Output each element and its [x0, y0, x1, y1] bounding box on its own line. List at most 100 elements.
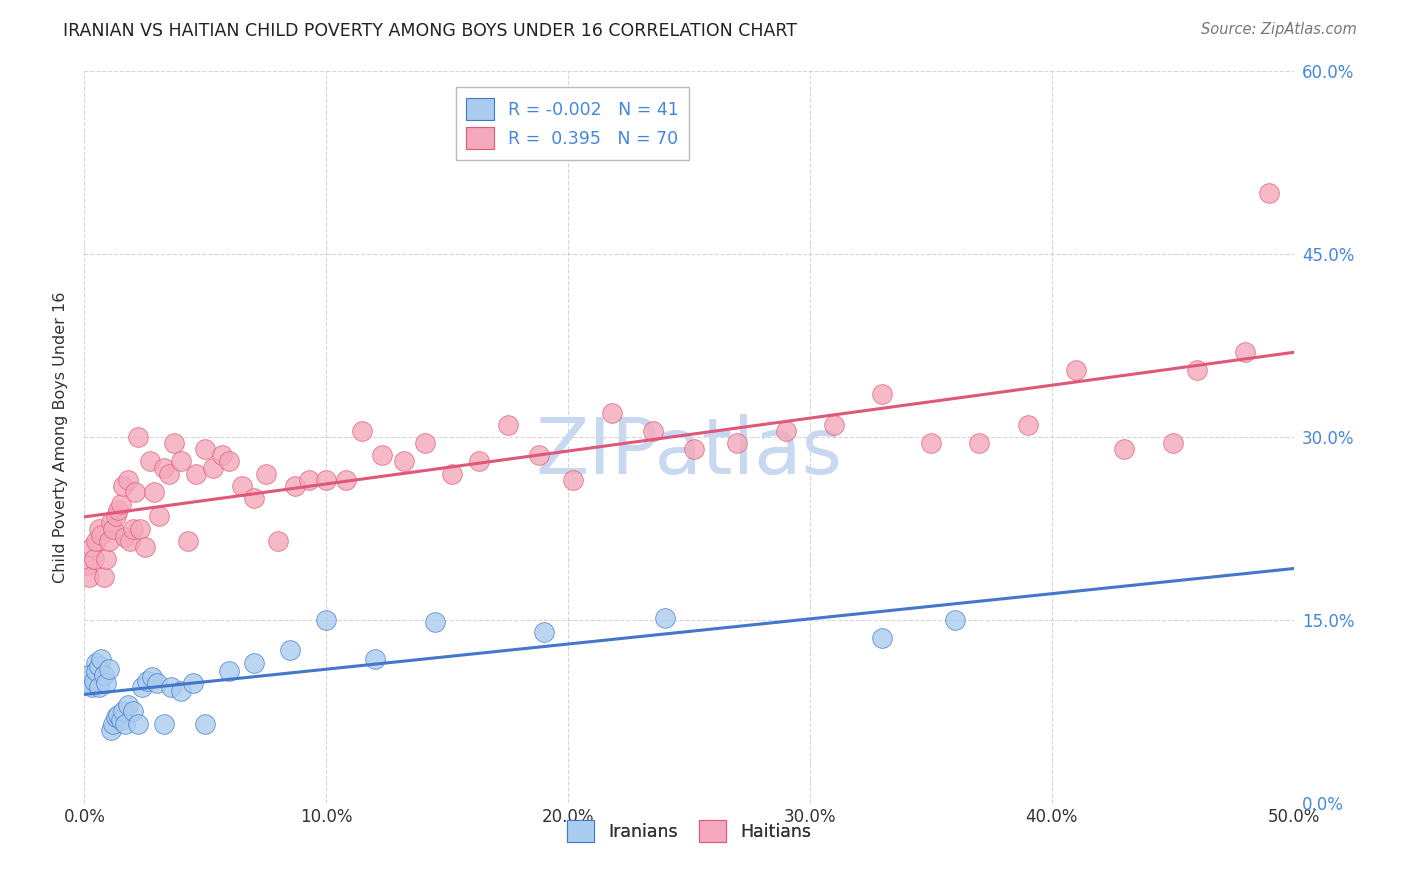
- Point: [90, 527, 112, 541]
- Point: [315, 473, 337, 487]
- Point: [641, 424, 664, 438]
- Point: [80, 680, 103, 694]
- Point: [194, 442, 217, 457]
- Point: [1064, 363, 1087, 377]
- Point: [423, 615, 446, 630]
- Point: [254, 467, 277, 481]
- Point: [278, 643, 301, 657]
- Point: [143, 485, 166, 500]
- Point: [153, 716, 176, 731]
- Point: [823, 417, 845, 432]
- Point: [87, 680, 110, 694]
- Point: [920, 436, 942, 450]
- Point: [104, 509, 127, 524]
- Point: [181, 676, 204, 690]
- Point: [87, 659, 110, 673]
- Text: ZIPatlas: ZIPatlas: [536, 414, 842, 490]
- Point: [527, 448, 550, 462]
- Point: [86, 656, 108, 670]
- Point: [415, 436, 437, 450]
- Point: [170, 454, 193, 468]
- Point: [184, 467, 207, 481]
- Point: [371, 448, 394, 462]
- Point: [103, 716, 125, 731]
- Point: [284, 479, 307, 493]
- Point: [600, 406, 623, 420]
- Point: [134, 540, 156, 554]
- Point: [129, 521, 152, 535]
- Point: [120, 533, 142, 548]
- Point: [112, 705, 135, 719]
- Point: [86, 664, 108, 678]
- Point: [211, 448, 233, 462]
- Point: [352, 424, 374, 438]
- Point: [103, 521, 125, 535]
- Point: [97, 533, 120, 548]
- Legend: Iranians, Haitians: Iranians, Haitians: [560, 813, 818, 849]
- Point: [86, 533, 108, 548]
- Point: [124, 485, 146, 500]
- Point: [127, 716, 149, 731]
- Point: [943, 613, 966, 627]
- Text: IRANIAN VS HAITIAN CHILD POVERTY AMONG BOYS UNDER 16 CORRELATION CHART: IRANIAN VS HAITIAN CHILD POVERTY AMONG B…: [63, 22, 797, 40]
- Point: [201, 460, 224, 475]
- Point: [112, 479, 135, 493]
- Point: [93, 570, 115, 584]
- Point: [117, 473, 139, 487]
- Point: [90, 652, 112, 666]
- Point: [114, 716, 136, 731]
- Point: [298, 473, 321, 487]
- Point: [231, 479, 253, 493]
- Point: [76, 673, 98, 688]
- Point: [138, 454, 160, 468]
- Point: [94, 552, 117, 566]
- Point: [218, 454, 240, 468]
- Point: [87, 521, 110, 535]
- Point: [76, 558, 98, 573]
- Point: [127, 430, 149, 444]
- Point: [117, 698, 139, 713]
- Point: [114, 530, 136, 544]
- Point: [77, 667, 100, 681]
- Point: [335, 473, 357, 487]
- Point: [218, 664, 240, 678]
- Point: [170, 683, 193, 698]
- Point: [177, 533, 200, 548]
- Point: [967, 436, 990, 450]
- Point: [97, 662, 120, 676]
- Point: [160, 680, 183, 694]
- Point: [1185, 363, 1208, 377]
- Point: [94, 676, 117, 690]
- Point: [561, 473, 583, 487]
- Point: [1114, 442, 1136, 457]
- Point: [107, 503, 129, 517]
- Point: [83, 673, 105, 688]
- Point: [93, 667, 115, 681]
- Point: [392, 454, 415, 468]
- Point: [725, 436, 748, 450]
- Point: [1258, 186, 1281, 201]
- Point: [775, 424, 797, 438]
- Point: [440, 467, 463, 481]
- Point: [100, 516, 122, 530]
- Point: [110, 497, 132, 511]
- Point: [121, 705, 143, 719]
- Point: [242, 491, 264, 505]
- Point: [533, 625, 555, 640]
- Point: [242, 656, 264, 670]
- Point: [467, 454, 489, 468]
- Point: [141, 670, 163, 684]
- Point: [872, 387, 894, 401]
- Point: [146, 676, 169, 690]
- Point: [83, 552, 105, 566]
- Point: [315, 613, 337, 627]
- Y-axis label: Child Poverty Among Boys Under 16: Child Poverty Among Boys Under 16: [53, 292, 69, 582]
- Point: [121, 521, 143, 535]
- Point: [1234, 344, 1257, 359]
- Point: [110, 713, 132, 727]
- Point: [153, 460, 176, 475]
- Point: [157, 467, 180, 481]
- Point: [496, 417, 519, 432]
- Point: [80, 540, 103, 554]
- Point: [1017, 417, 1039, 432]
